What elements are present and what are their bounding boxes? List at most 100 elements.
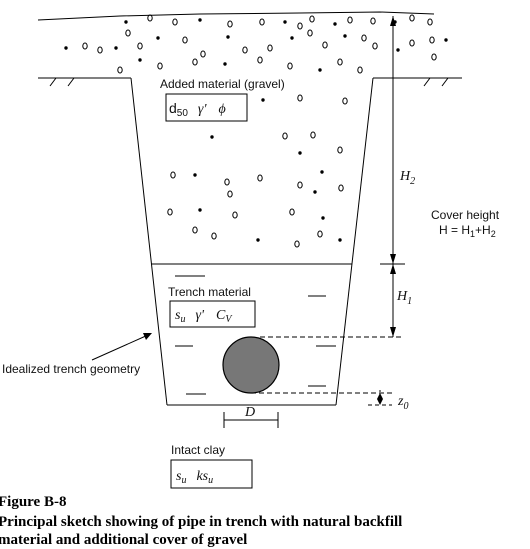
gravel-stone [172, 18, 178, 26]
gravel-stone [429, 36, 435, 44]
gravel-particles [64, 14, 448, 248]
gravel-dot [321, 216, 325, 220]
gravel-dot [210, 135, 214, 139]
cover-height-formula: H = H1+H2 [439, 223, 496, 239]
trench-wall-left [130, 77, 168, 406]
gravel-dot [198, 18, 202, 22]
gravel-stone [157, 62, 163, 70]
trench-material-label: Trench material [168, 285, 251, 299]
gravel-dot [298, 151, 302, 155]
gravel-stone [317, 230, 323, 238]
intact-clay-label: Intact clay [171, 443, 225, 457]
gravel-stone [232, 211, 238, 219]
gravel-dot [223, 62, 227, 66]
gravel-stone [309, 15, 315, 23]
gravel-dot [256, 238, 260, 242]
gravel-stone [347, 16, 353, 24]
gravel-dot [444, 38, 448, 42]
ground-hatch-left [49, 77, 75, 87]
gravel-dot [283, 20, 287, 24]
gravel-dot [198, 208, 202, 212]
gravel-stone [342, 97, 348, 105]
gravel-dot [226, 35, 230, 39]
gravel-stone [287, 62, 293, 70]
gravel-dot [343, 34, 347, 38]
gravel-stone [297, 94, 303, 102]
gravel-stone [370, 17, 376, 25]
added-material-label: Added material (gravel) [160, 77, 285, 91]
gravel-stone [310, 131, 316, 139]
intact-params-box [170, 459, 253, 489]
figure-caption-line2: material and additional cover of gravel [0, 532, 248, 548]
gravel-dot [318, 68, 322, 72]
gravel-stone [337, 146, 343, 154]
gravel-stone [227, 190, 233, 198]
gravel-stone [242, 46, 248, 54]
gravel-dot [124, 20, 128, 24]
gravel-stone [257, 56, 263, 64]
trench-params: su γ' CV [175, 308, 233, 325]
gravel-stone [167, 208, 173, 216]
gravel-stone [431, 53, 437, 61]
z0-label: z0 [397, 394, 408, 412]
gravel-stone [257, 174, 263, 182]
gravel-stone [307, 29, 313, 37]
gravel-stone [322, 41, 328, 49]
gravel-stone [200, 50, 206, 58]
idealized-arrow-line [91, 334, 149, 361]
gravel-stone [137, 42, 143, 50]
gravel-stone [297, 181, 303, 189]
gravel-stone [409, 39, 415, 47]
d-label: D [244, 405, 255, 420]
gravel-stone [192, 226, 198, 234]
pipe [222, 336, 280, 394]
gravel-dot [338, 238, 342, 242]
gravel-dot [333, 22, 337, 26]
gravel-dot [261, 98, 265, 102]
gravel-dot [290, 36, 294, 40]
gravel-stone [182, 36, 188, 44]
gravel-stone [282, 132, 288, 140]
gravel-stone [259, 18, 265, 26]
clay-dashes [175, 275, 336, 395]
gravel-stone [170, 171, 176, 179]
gravel-stone [294, 240, 300, 248]
h2-label: H2 [399, 169, 415, 187]
gravel-stone [147, 14, 153, 22]
gravel-dot [313, 190, 317, 194]
gravel-dot [64, 46, 68, 50]
gravel-stone [372, 42, 378, 50]
intact-params: su ksu [176, 469, 213, 486]
gravel-stone [82, 42, 88, 50]
gravel-dot [320, 170, 324, 174]
added-params: d50 γ' ϕ [169, 100, 226, 119]
gravel-stone [117, 66, 123, 74]
idealized-trench-label: Idealized trench geometry [2, 362, 140, 376]
gravel-stone [227, 20, 233, 28]
h2-arrow-top [390, 16, 396, 26]
gravel-stone [224, 178, 230, 186]
gravel-dot [156, 36, 160, 40]
gravel-stone [267, 44, 273, 52]
gravel-dot [193, 173, 197, 177]
gravel-stone [357, 66, 363, 74]
added-params-box [165, 93, 248, 122]
h1-arrow-top [390, 264, 396, 274]
gravel-dot [138, 58, 142, 62]
gravel-stone [337, 58, 343, 66]
figure-title: Figure B-8 [0, 494, 67, 510]
gravel-stone [338, 184, 344, 192]
gravel-stone [297, 22, 303, 30]
h2-arrow-bottom [390, 254, 396, 264]
z0-arrow-up [377, 393, 383, 399]
gravel-dot [114, 46, 118, 50]
gravel-surface-line [37, 11, 435, 21]
gravel-stone [409, 14, 415, 22]
figure-caption: Principal sketch showing of pipe in tren… [0, 514, 403, 530]
gravel-stone [211, 232, 217, 240]
gravel-stone [125, 29, 131, 37]
cover-height-label: Cover height [431, 208, 500, 222]
idealized-arrow-head [143, 333, 152, 340]
ground-hatch-right [423, 77, 449, 87]
